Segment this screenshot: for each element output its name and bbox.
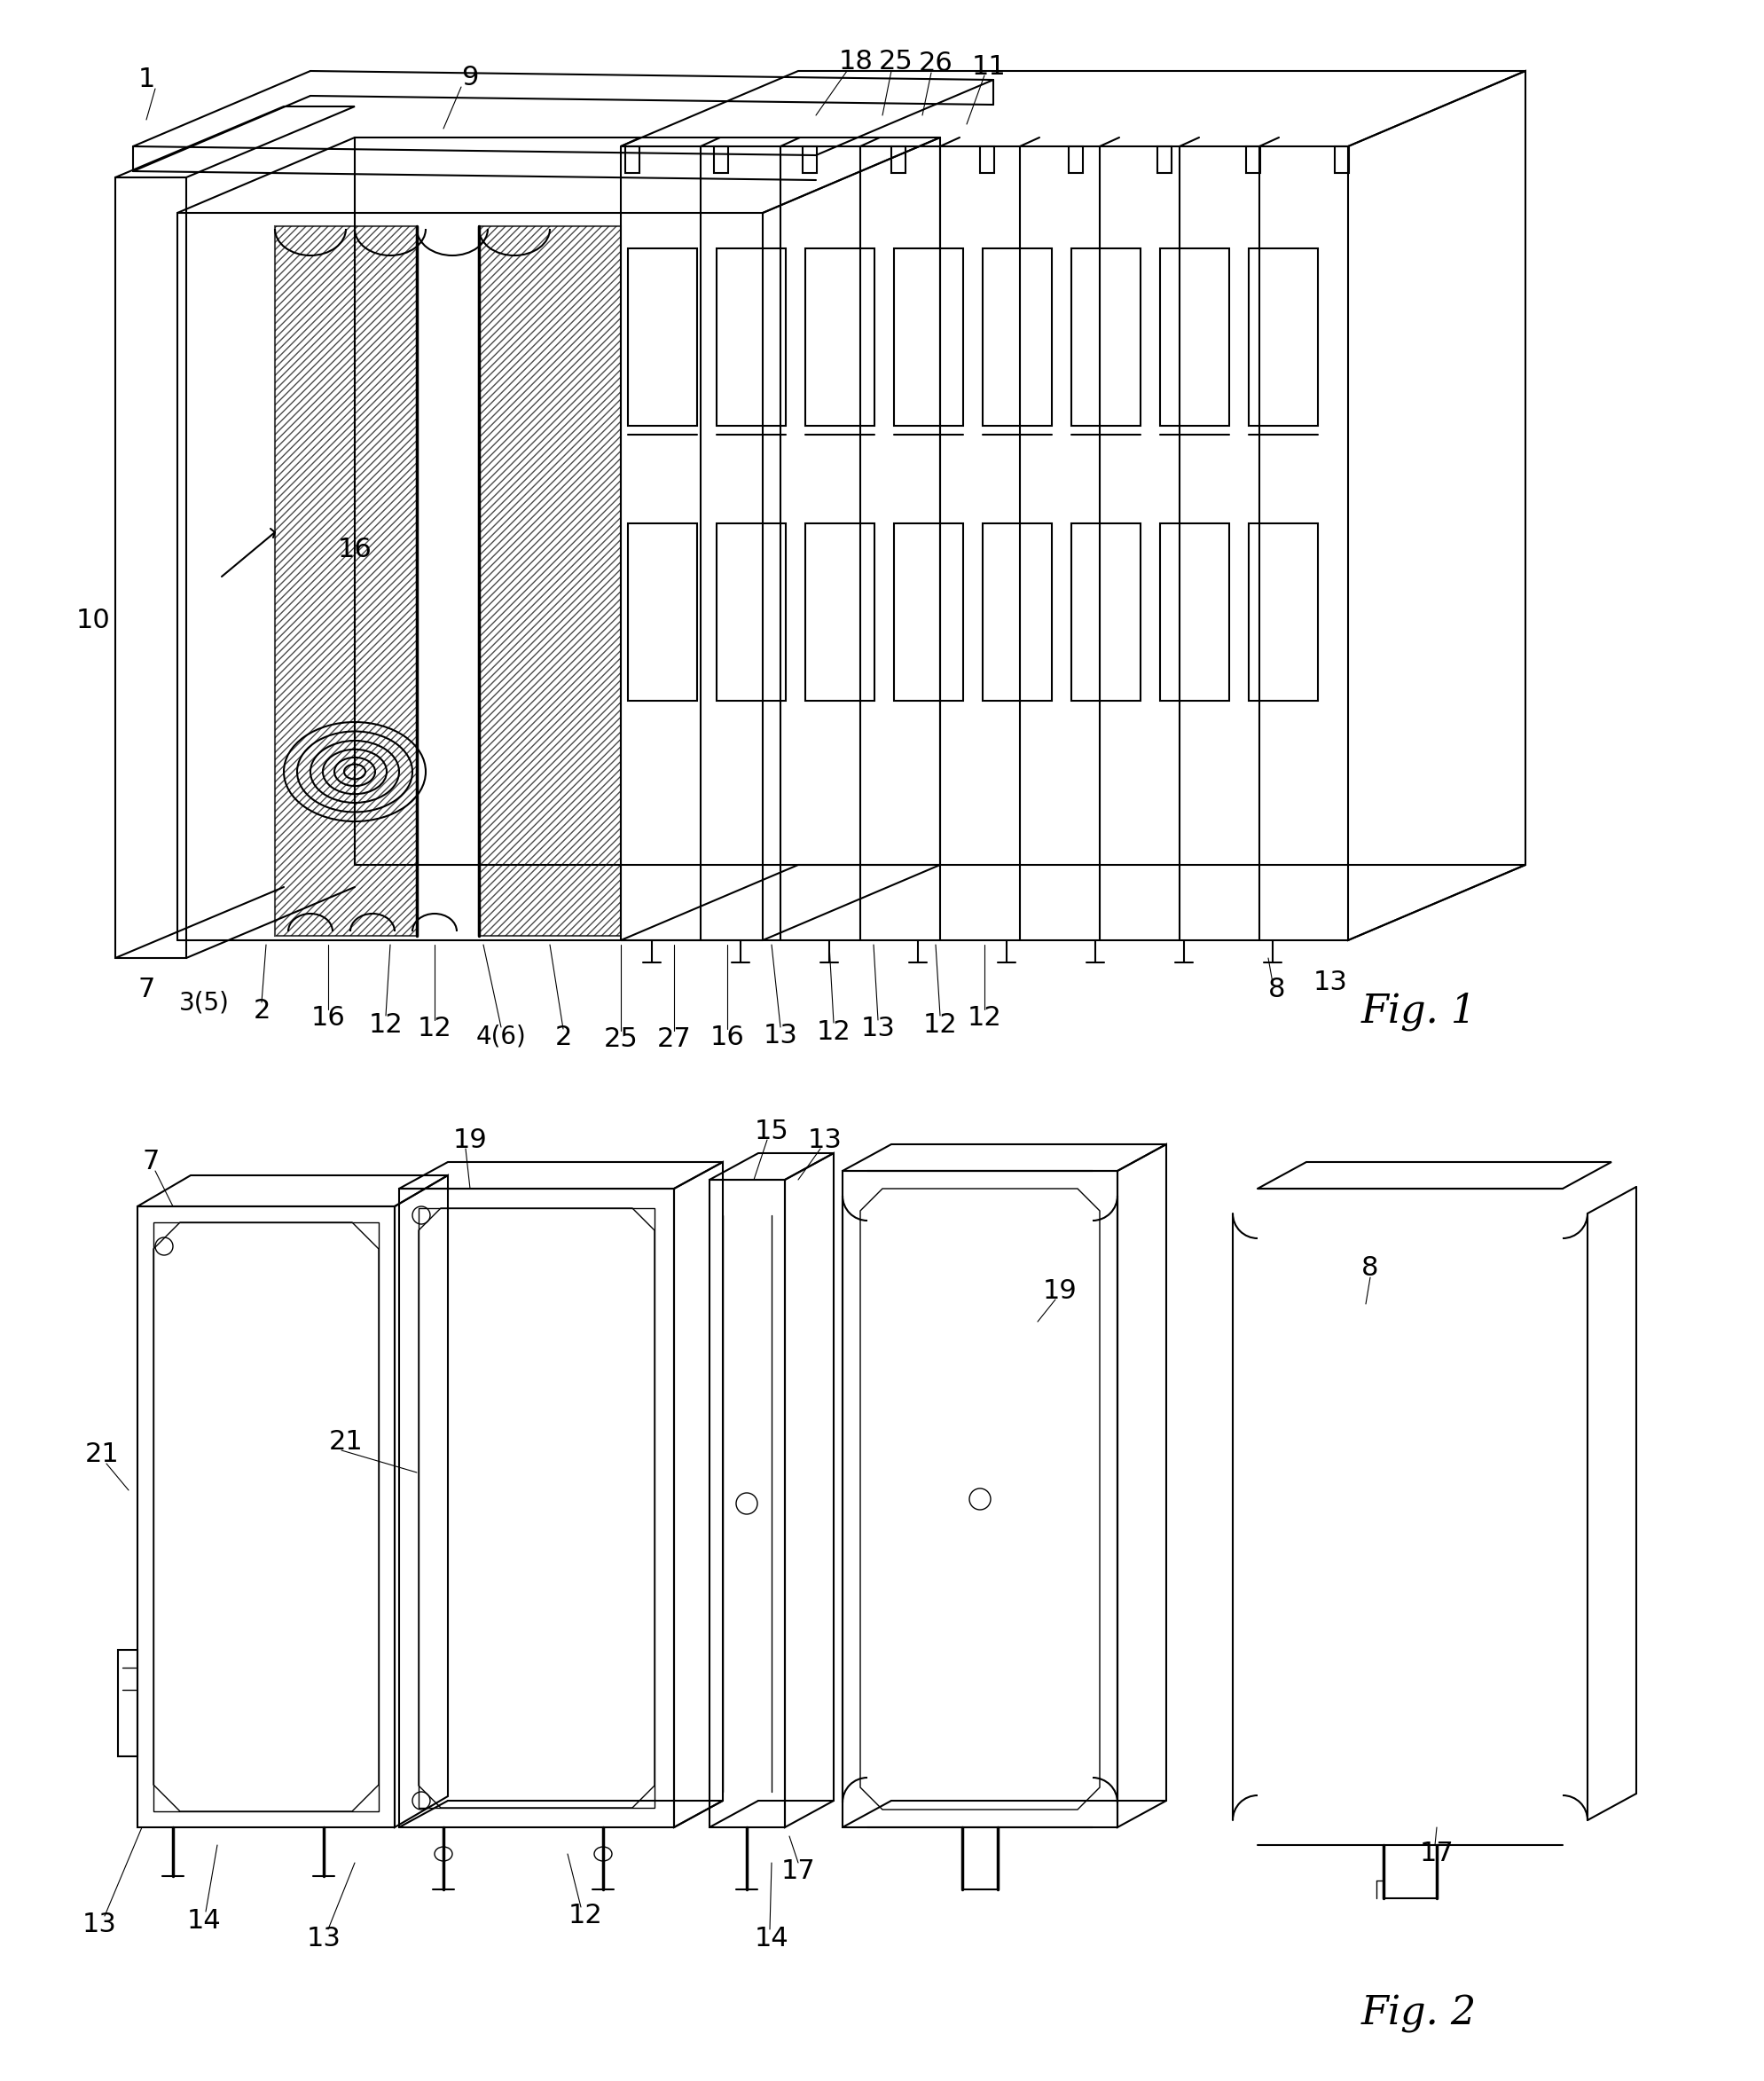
Text: 26: 26 xyxy=(917,52,953,77)
Text: 2: 2 xyxy=(554,1026,572,1051)
Text: 13: 13 xyxy=(1312,970,1348,995)
Text: 12: 12 xyxy=(369,1011,402,1038)
Bar xyxy=(804,522,873,701)
Text: 8: 8 xyxy=(1268,976,1286,1001)
Text: 25: 25 xyxy=(603,1026,637,1053)
Bar xyxy=(1159,248,1228,427)
Text: 13: 13 xyxy=(861,1016,894,1043)
Text: 10: 10 xyxy=(76,608,109,635)
Bar xyxy=(628,522,697,701)
Text: 18: 18 xyxy=(838,50,873,75)
Bar xyxy=(891,146,905,173)
Bar xyxy=(624,146,639,173)
Text: 17: 17 xyxy=(781,1858,815,1885)
Text: 1: 1 xyxy=(138,67,155,94)
Bar xyxy=(1249,248,1318,427)
Bar xyxy=(628,248,697,427)
Text: 2: 2 xyxy=(252,999,270,1024)
Bar xyxy=(983,248,1051,427)
Text: 21: 21 xyxy=(85,1442,120,1467)
Text: 8: 8 xyxy=(1360,1255,1378,1282)
Bar xyxy=(983,522,1051,701)
Text: 17: 17 xyxy=(1418,1842,1454,1867)
Text: 27: 27 xyxy=(656,1026,691,1053)
Text: 12: 12 xyxy=(923,1011,956,1038)
Text: 4(6): 4(6) xyxy=(476,1024,526,1049)
Bar xyxy=(118,1650,138,1756)
Text: 16: 16 xyxy=(310,1005,346,1032)
Bar xyxy=(1159,522,1228,701)
Text: 12: 12 xyxy=(416,1016,452,1043)
Bar xyxy=(894,522,963,701)
Text: 12: 12 xyxy=(568,1904,602,1929)
Text: Fig. 1: Fig. 1 xyxy=(1360,993,1476,1030)
Bar xyxy=(894,248,963,427)
Text: 12: 12 xyxy=(967,1005,1002,1032)
Bar xyxy=(1334,146,1348,173)
Bar xyxy=(1071,522,1140,701)
Polygon shape xyxy=(275,227,416,936)
Text: 16: 16 xyxy=(337,537,372,562)
Text: 13: 13 xyxy=(808,1128,841,1153)
Text: 13: 13 xyxy=(762,1024,797,1049)
Text: 15: 15 xyxy=(753,1117,789,1145)
Text: 13: 13 xyxy=(83,1912,116,1937)
Bar xyxy=(1069,146,1083,173)
Bar xyxy=(716,522,785,701)
Text: 19: 19 xyxy=(453,1128,487,1153)
Text: Fig. 2: Fig. 2 xyxy=(1360,1994,1476,2033)
Bar xyxy=(804,248,873,427)
Text: 11: 11 xyxy=(972,54,1005,79)
Polygon shape xyxy=(478,227,621,936)
Text: 9: 9 xyxy=(460,65,478,92)
Text: 7: 7 xyxy=(143,1149,159,1176)
Text: 13: 13 xyxy=(307,1925,340,1952)
Bar xyxy=(803,146,817,173)
Bar xyxy=(1071,248,1140,427)
Bar xyxy=(714,146,729,173)
Bar xyxy=(1245,146,1259,173)
Text: 14: 14 xyxy=(753,1925,789,1952)
Text: 19: 19 xyxy=(1043,1278,1076,1303)
Text: 3(5): 3(5) xyxy=(178,991,229,1016)
Text: 14: 14 xyxy=(187,1908,220,1933)
Text: 21: 21 xyxy=(328,1428,363,1455)
Bar xyxy=(979,146,993,173)
Bar xyxy=(1157,146,1171,173)
Text: 25: 25 xyxy=(878,50,912,75)
Text: 12: 12 xyxy=(817,1020,850,1045)
Text: 16: 16 xyxy=(709,1026,744,1051)
Text: 7: 7 xyxy=(138,976,155,1001)
Bar xyxy=(716,248,785,427)
Bar xyxy=(1249,522,1318,701)
